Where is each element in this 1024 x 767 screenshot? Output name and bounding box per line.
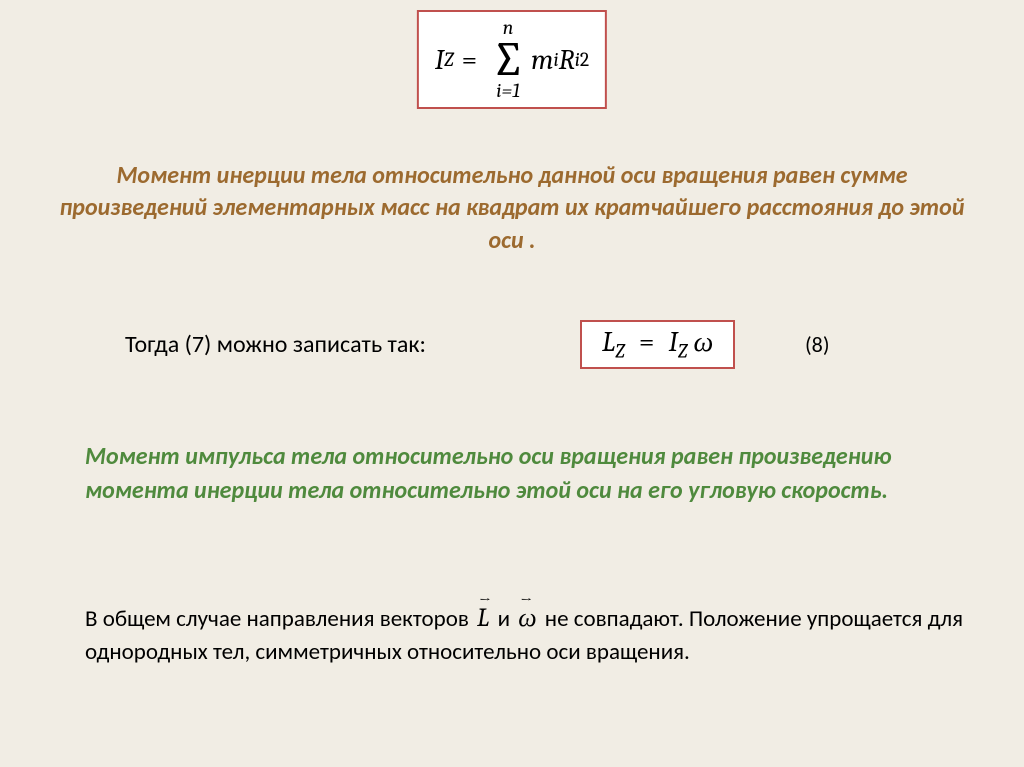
f1-m: m	[531, 44, 553, 76]
vector-L: → L	[477, 600, 489, 636]
equation-number: (8)	[805, 331, 830, 358]
vec-L-arrow: →	[479, 590, 489, 611]
f1-R-sup: 2	[580, 48, 589, 71]
f1-lhs: I	[435, 44, 444, 76]
f2-omega: ω	[694, 326, 714, 358]
general-case-paragraph: В общем случае направления векторов → L …	[85, 600, 964, 669]
definition-moment-of-inertia: Момент инерции тела относительно данной …	[0, 160, 1024, 257]
vector-omega: → ω	[518, 600, 536, 636]
intro-text: Тогда (7) можно записать так:	[125, 330, 426, 359]
sum-lower: i=1	[496, 81, 520, 101]
formula-angular-momentum: LZ = IZ ω	[580, 320, 735, 369]
f2-I: I	[669, 326, 678, 358]
equation-8-row: Тогда (7) можно записать так: LZ = IZ ω …	[0, 330, 1024, 359]
para-t1: В общем случае направления векторов	[85, 605, 474, 633]
formula-moment-of-inertia: IZ = n ∑ i=1 mi Ri2	[417, 10, 607, 109]
f1-eq: =	[462, 44, 478, 76]
f2-I-sub: Z	[678, 340, 687, 363]
vec-omega-arrow: →	[520, 590, 536, 611]
sigma-symbol: ∑	[491, 38, 525, 81]
para-t2: и	[498, 605, 516, 633]
definition-angular-momentum: Момент импульса тела относительно оси вр…	[85, 440, 964, 507]
f1-lhs-sub: Z	[444, 48, 453, 71]
f2-lhs-sub: Z	[615, 340, 624, 363]
f2-eq: =	[639, 326, 655, 358]
summation: n ∑ i=1	[491, 18, 525, 101]
f2-lhs: L	[602, 326, 615, 358]
f1-R: R	[559, 44, 575, 76]
